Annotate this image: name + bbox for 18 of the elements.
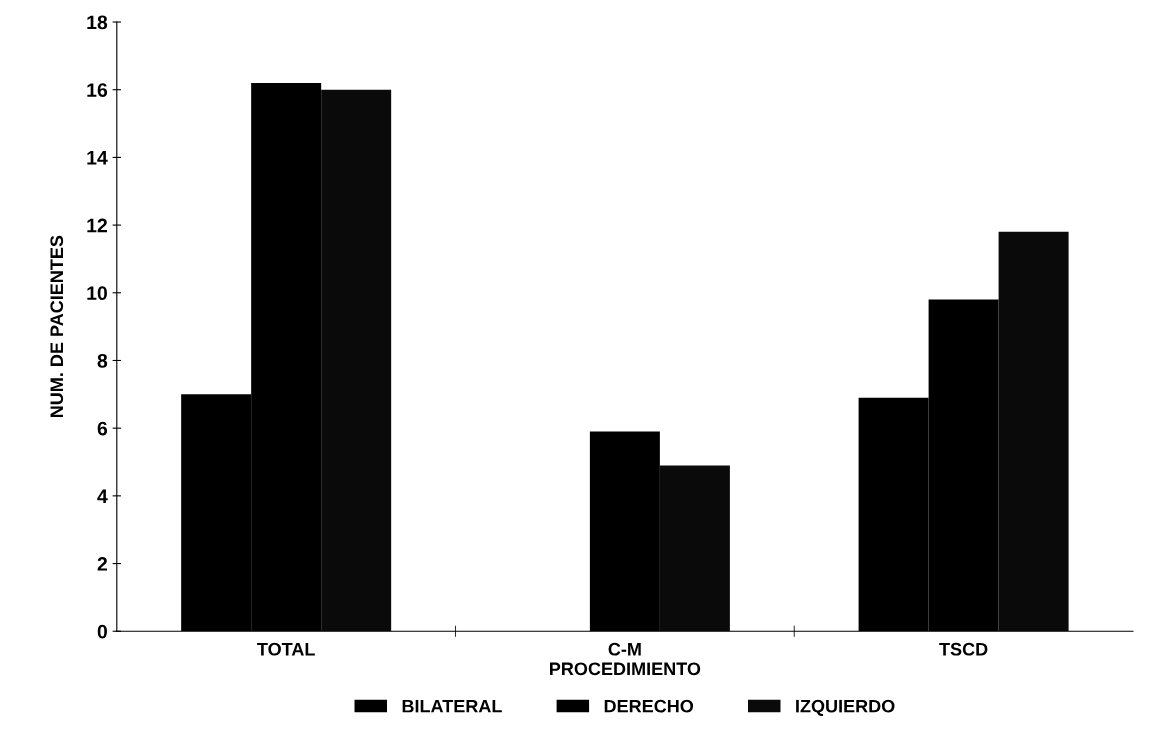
x-axis-title: PROCEDIMIENTO	[550, 662, 701, 676]
legend-label: BILATERAL	[402, 699, 502, 713]
y-tick-label: 8	[97, 353, 108, 368]
y-tick-label: 14	[87, 151, 108, 165]
y-tick-label: 0	[97, 624, 107, 639]
y-tick-label: 10	[87, 286, 107, 301]
x-tick-label: TOTAL	[257, 642, 315, 656]
y-axis-title: NUM. DE PACIENTES	[50, 235, 64, 418]
y-tick-label: 18	[87, 15, 108, 30]
x-tick-label: TSCD	[939, 642, 988, 656]
x-tick-label: C-M	[608, 642, 641, 656]
legend-label: DERECHO	[604, 699, 694, 713]
y-tick-label: 6	[97, 421, 108, 436]
y-tick-label: 16	[87, 83, 108, 97]
y-tick-label: 4	[97, 489, 108, 503]
legend-label: IZQUIERDO	[796, 699, 895, 716]
y-tick-label: 2	[97, 557, 107, 571]
y-tick-label: 12	[87, 218, 107, 233]
